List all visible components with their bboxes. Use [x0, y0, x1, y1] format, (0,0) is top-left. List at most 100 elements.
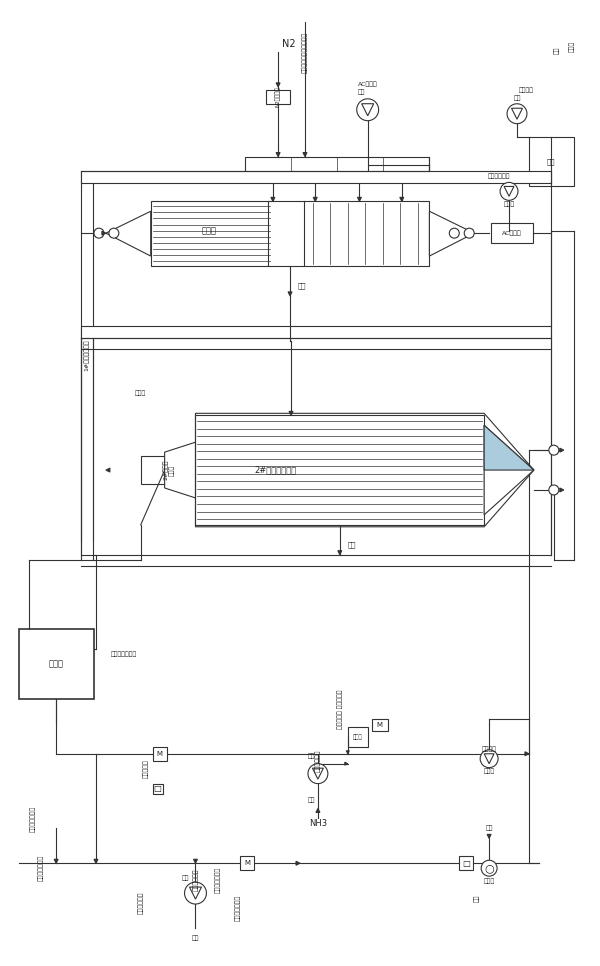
Text: AC冷风机: AC冷风机 [358, 81, 377, 87]
Text: 碳粉: 碳粉 [348, 541, 356, 548]
Text: 烟气调节阀: 烟气调节阀 [143, 759, 149, 778]
Circle shape [357, 99, 379, 121]
Text: 解析塔: 解析塔 [202, 227, 217, 236]
Polygon shape [487, 835, 491, 838]
Text: □: □ [462, 859, 470, 867]
Text: 1#活性炭输送机: 1#活性炭输送机 [84, 340, 90, 371]
Text: M: M [244, 861, 250, 867]
Bar [266, 90, 290, 103]
Bar [19, 629, 94, 699]
Polygon shape [430, 212, 474, 256]
Text: 热风循环风机: 热风循环风机 [488, 174, 511, 180]
Polygon shape [289, 412, 293, 415]
Polygon shape [190, 887, 202, 899]
Polygon shape [102, 231, 106, 235]
Polygon shape [358, 197, 361, 201]
Circle shape [94, 228, 104, 239]
Circle shape [481, 861, 497, 876]
Text: 空气: 空气 [308, 753, 316, 758]
Text: 氨气稀释风机: 氨气稀释风机 [315, 750, 321, 772]
Bar [81, 171, 551, 184]
Text: 空气: 空气 [475, 895, 480, 902]
Text: 稀硫酸: 稀硫酸 [484, 878, 495, 884]
Polygon shape [193, 859, 197, 864]
Polygon shape [164, 442, 196, 497]
Circle shape [549, 485, 559, 495]
Polygon shape [484, 425, 534, 470]
Bar [151, 201, 430, 266]
Bar [240, 856, 254, 870]
Text: 氨气混合器 氨气调节阀: 氨气混合器 氨气调节阀 [337, 689, 343, 728]
Text: 主烟道: 主烟道 [49, 660, 64, 668]
Text: 2#活性炭吸附塔: 2#活性炭吸附塔 [254, 466, 296, 474]
Polygon shape [296, 862, 300, 866]
Text: 废碳气: 废碳气 [569, 41, 575, 51]
Polygon shape [271, 197, 275, 201]
Text: 氨气: 氨气 [308, 798, 316, 804]
Polygon shape [525, 752, 529, 755]
Polygon shape [288, 292, 292, 296]
Bar [491, 223, 533, 243]
Polygon shape [303, 153, 307, 156]
Polygon shape [94, 859, 98, 864]
Text: 废气: 废气 [554, 46, 560, 54]
Text: □: □ [154, 784, 161, 793]
Text: 碳粉: 碳粉 [298, 283, 307, 289]
Polygon shape [346, 751, 349, 753]
Text: 稀释空气调节阀: 稀释空气调节阀 [235, 895, 241, 922]
Bar [371, 719, 388, 731]
Polygon shape [512, 108, 523, 119]
Bar [529, 136, 574, 186]
Polygon shape [106, 212, 151, 256]
Polygon shape [560, 488, 564, 492]
Text: 稀硫酸泵: 稀硫酸泵 [482, 746, 497, 752]
Text: 来自烧结机烟气: 来自烧结机烟气 [31, 806, 36, 832]
Polygon shape [276, 83, 280, 87]
Polygon shape [345, 762, 348, 765]
Circle shape [185, 882, 206, 904]
Text: 空气: 空气 [513, 95, 521, 100]
Circle shape [549, 445, 559, 455]
Text: 空气: 空气 [485, 826, 493, 831]
Text: 循环泵: 循环泵 [484, 769, 495, 775]
Text: 稀释空气风机: 稀释空气风机 [193, 868, 198, 892]
Polygon shape [362, 103, 374, 116]
Text: N2流量调节: N2流量调节 [275, 87, 281, 107]
Text: 储仓: 储仓 [547, 158, 555, 165]
Polygon shape [313, 768, 323, 780]
Text: 烟道气控制阀: 烟道气控制阀 [138, 892, 143, 914]
Polygon shape [400, 197, 404, 201]
Circle shape [109, 228, 119, 239]
Circle shape [464, 228, 474, 239]
Bar [81, 326, 551, 338]
Text: NH3: NH3 [309, 819, 327, 828]
Polygon shape [106, 469, 110, 472]
Text: ○: ○ [484, 864, 494, 873]
Bar [152, 747, 167, 760]
Text: 输送风机: 输送风机 [518, 87, 533, 93]
Polygon shape [313, 197, 317, 201]
Text: M: M [157, 751, 163, 756]
Text: 空气: 空气 [358, 89, 365, 95]
Text: 混合器: 混合器 [353, 734, 362, 740]
Bar [348, 726, 368, 747]
Polygon shape [484, 753, 494, 764]
Text: M: M [377, 722, 383, 727]
Bar [152, 783, 163, 793]
Circle shape [480, 750, 498, 768]
Polygon shape [504, 186, 514, 196]
Circle shape [308, 764, 328, 783]
Polygon shape [276, 153, 280, 156]
Bar [459, 856, 473, 870]
Bar [141, 456, 164, 484]
Text: 2#活性炭
吸附机: 2#活性炭 吸附机 [163, 460, 175, 480]
Circle shape [449, 228, 459, 239]
Text: 烟气净化系统稀硫酸储槽: 烟气净化系统稀硫酸储槽 [302, 31, 308, 72]
Text: AC输送机: AC输送机 [502, 230, 522, 236]
Text: N2: N2 [282, 39, 296, 49]
Bar [196, 415, 484, 525]
Polygon shape [54, 859, 58, 864]
Text: 空气: 空气 [192, 935, 199, 941]
Text: 稀释空气调节阀: 稀释空气调节阀 [215, 867, 221, 894]
Polygon shape [560, 448, 564, 452]
